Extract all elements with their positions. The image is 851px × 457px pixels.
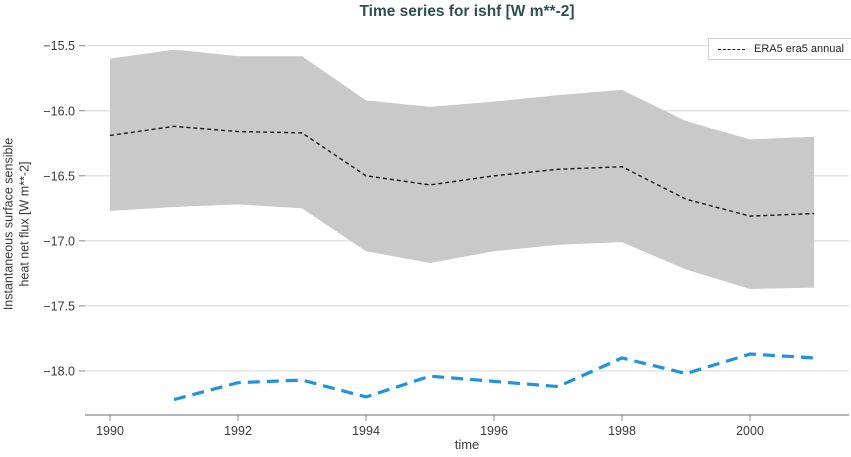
x-tick-label: 1996: [480, 424, 508, 438]
x-tick-label: 1998: [608, 424, 636, 438]
x-tick-label: 1992: [224, 424, 252, 438]
y-tick-label: −15.5: [43, 39, 75, 53]
y-tick-label: −18.0: [43, 364, 75, 378]
y-tick-label: −16.0: [43, 104, 75, 118]
chart-title: Time series for ishf [W m**-2]: [359, 3, 575, 20]
secondary-dashed-line: [173, 352, 815, 402]
era5-annual-line: [109, 125, 815, 217]
y-tick-label: −16.5: [43, 169, 75, 183]
x-tick-label: 1990: [96, 424, 124, 438]
legend-dashed-line-sample: [718, 49, 745, 50]
x-tick-label: 2000: [736, 424, 764, 438]
y-tick-label: −17.5: [43, 299, 75, 313]
uncertainty-band: [110, 49, 814, 289]
y-tick-label: −17.0: [43, 234, 75, 248]
x-tick-label: 1994: [352, 424, 380, 438]
legend: ERA5 era5 annual: [708, 38, 851, 60]
legend-label: ERA5 era5 annual: [754, 43, 844, 55]
x-axis-label: time: [454, 437, 480, 452]
y-axis-label: Instantaneous surface sensible heat net …: [1, 137, 31, 311]
